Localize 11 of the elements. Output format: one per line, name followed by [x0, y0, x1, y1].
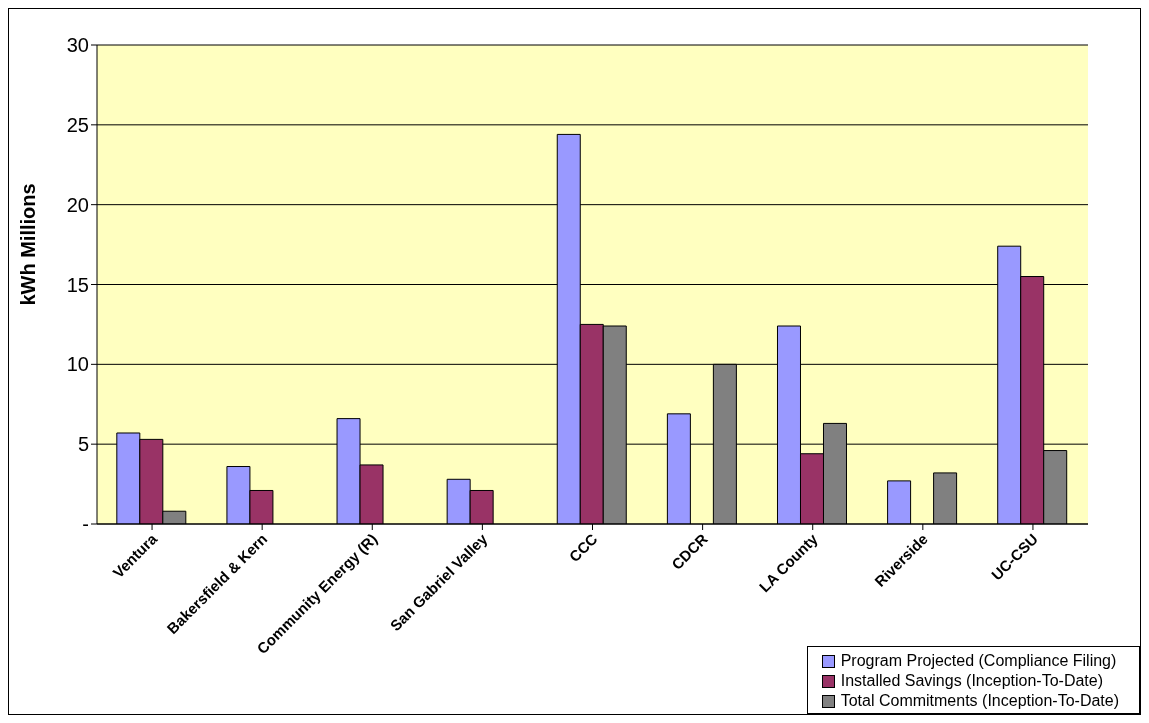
y-tick-label: 5: [77, 433, 89, 456]
legend-label: Installed Savings (Inception-To-Date): [840, 671, 1104, 691]
y-axis-title: kWh Millions: [17, 183, 40, 306]
y-tick-label: 30: [66, 34, 89, 57]
y-tick-label: 25: [66, 113, 89, 136]
y-tick-label: -: [82, 513, 89, 536]
y-tick-label: 15: [66, 273, 89, 296]
legend-label: Total Commitments (Inception-To-Date): [840, 691, 1119, 711]
legend-label: Program Projected (Compliance Filing): [840, 651, 1117, 671]
y-tick-label: 10: [66, 353, 89, 376]
y-tick-label: 20: [66, 193, 89, 216]
